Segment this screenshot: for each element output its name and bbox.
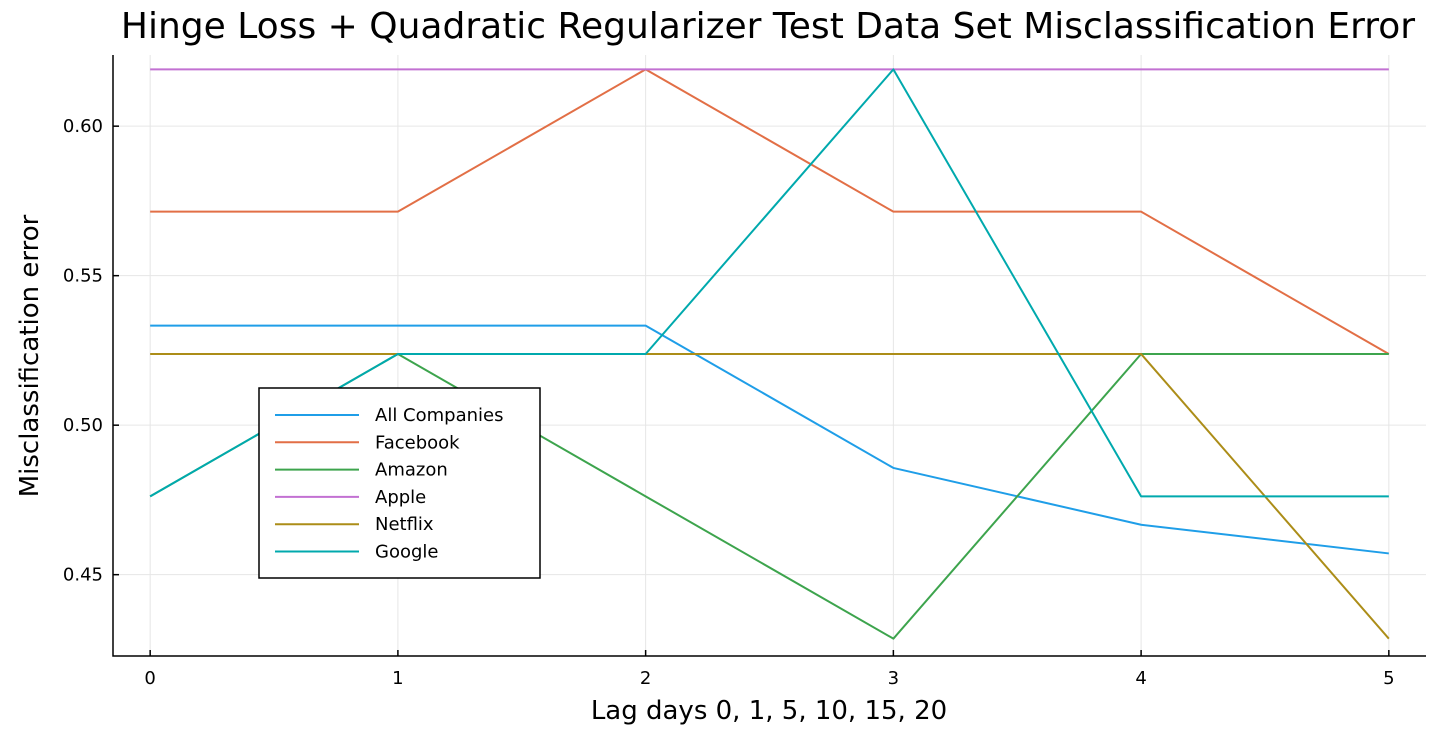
legend-label-facebook: Facebook — [375, 432, 460, 453]
x-tick-label: 1 — [392, 668, 403, 689]
legend-label-google: Google — [375, 542, 438, 563]
x-tick-label: 2 — [640, 668, 651, 689]
axis-lines — [112, 55, 1426, 657]
series-line-google — [149, 68, 1389, 498]
series-line-all-companies — [150, 324, 1389, 555]
series-line-netflix — [150, 353, 1390, 640]
y-tick-label: 0.50 — [63, 415, 103, 436]
chart-title: Hinge Loss + Quadratic Regularizer Test … — [121, 6, 1415, 47]
legend-label-apple: Apple — [375, 487, 426, 508]
legend-box — [258, 387, 541, 579]
y-tick-label: 0.60 — [63, 116, 103, 137]
y-tick-label: 0.45 — [63, 565, 103, 586]
legend-label-netflix: Netflix — [375, 514, 434, 535]
y-tick-label: 0.55 — [63, 266, 103, 287]
x-tick-label: 4 — [1135, 668, 1146, 689]
legend-label-amazon: Amazon — [375, 460, 448, 481]
axes — [112, 55, 1426, 657]
x-tick-label: 5 — [1383, 668, 1394, 689]
series-lines — [149, 68, 1390, 640]
y-axis-label: Misclassification error — [15, 214, 45, 497]
series-line-facebook — [150, 68, 1390, 355]
x-tick-label: 3 — [888, 668, 899, 689]
x-axis-label: Lag days 0, 1, 5, 10, 15, 20 — [591, 696, 947, 726]
x-tick-label: 0 — [144, 668, 155, 689]
legend: All Companies Facebook Amazon Apple Netflix G… — [258, 387, 541, 579]
tick-labels: 0 1 2 3 4 5 0.45 0.50 0.55 0.60 — [63, 116, 1395, 689]
legend-label-all-companies: All Companies — [375, 405, 503, 426]
